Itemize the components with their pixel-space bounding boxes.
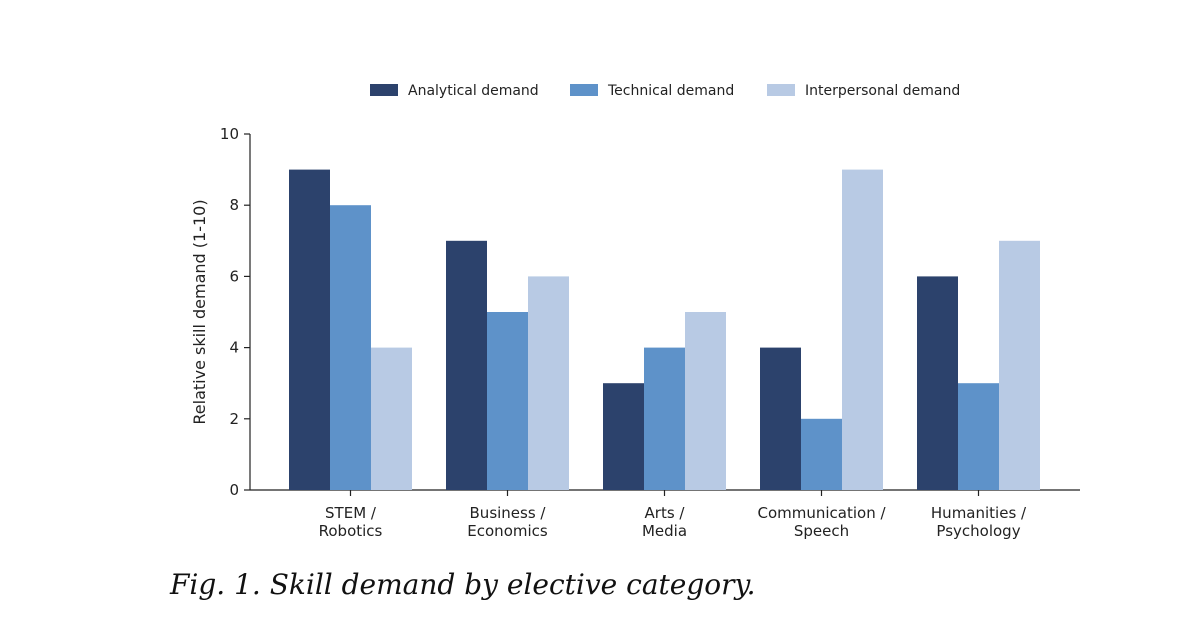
x-tick-label: Humanities / Psychology (931, 504, 1027, 540)
y-tick-label: 8 (229, 196, 239, 214)
legend: Analytical demand Technical demand Interpe… (370, 83, 960, 99)
y-tick-label: 6 (229, 267, 239, 285)
bar-technical-demand-3 (801, 418, 842, 490)
bar-chart: Analytical demand Technical demand Interpe… (190, 83, 1080, 540)
legend-item-interpersonal-demand: Interpersonal demand (767, 83, 960, 99)
x-tick-label: Business / Economics (467, 504, 548, 540)
bar-interpersonal-demand-2 (685, 312, 726, 490)
legend-label: Technical demand (607, 83, 734, 99)
y-axis: 0 2 4 6 8 10 (220, 125, 251, 499)
x-tick-label: STEM / Robotics (319, 504, 383, 540)
legend-item-analytical-demand: Analytical demand (370, 83, 539, 99)
y-tick-label: 2 (229, 410, 239, 428)
bar-interpersonal-demand-1 (528, 276, 569, 490)
bar-interpersonal-demand-0 (371, 347, 412, 490)
bar-analytical-demand-3 (760, 347, 801, 490)
bar-analytical-demand-1 (446, 240, 487, 490)
figure-caption: Fig. 1. Skill demand by elective categor… (170, 568, 756, 601)
y-tick-label: 10 (220, 125, 239, 143)
x-axis: STEM / Robotics Business / Economics Arts / M… (250, 489, 1080, 540)
bar-technical-demand-4 (958, 383, 999, 490)
legend-swatch (370, 84, 398, 96)
bar-technical-demand-0 (330, 205, 371, 490)
y-tick-label: 0 (229, 481, 239, 499)
x-tick-label: Communication / Speech (757, 504, 886, 540)
bar-analytical-demand-4 (917, 276, 958, 490)
legend-label: Interpersonal demand (805, 83, 960, 99)
legend-swatch (570, 84, 598, 96)
bars (289, 169, 1040, 490)
bar-interpersonal-demand-3 (842, 169, 883, 490)
bar-technical-demand-1 (487, 312, 528, 490)
legend-label: Analytical demand (408, 83, 539, 99)
y-tick-label: 4 (229, 339, 239, 357)
x-tick-label: Arts / Media (642, 504, 687, 540)
bar-interpersonal-demand-4 (999, 240, 1040, 490)
bar-analytical-demand-2 (603, 383, 644, 490)
y-axis-label: Relative skill demand (1-10) (190, 199, 209, 424)
bar-technical-demand-2 (644, 347, 685, 490)
legend-swatch (767, 84, 795, 96)
bar-analytical-demand-0 (289, 169, 330, 490)
legend-item-technical-demand: Technical demand (570, 83, 734, 99)
